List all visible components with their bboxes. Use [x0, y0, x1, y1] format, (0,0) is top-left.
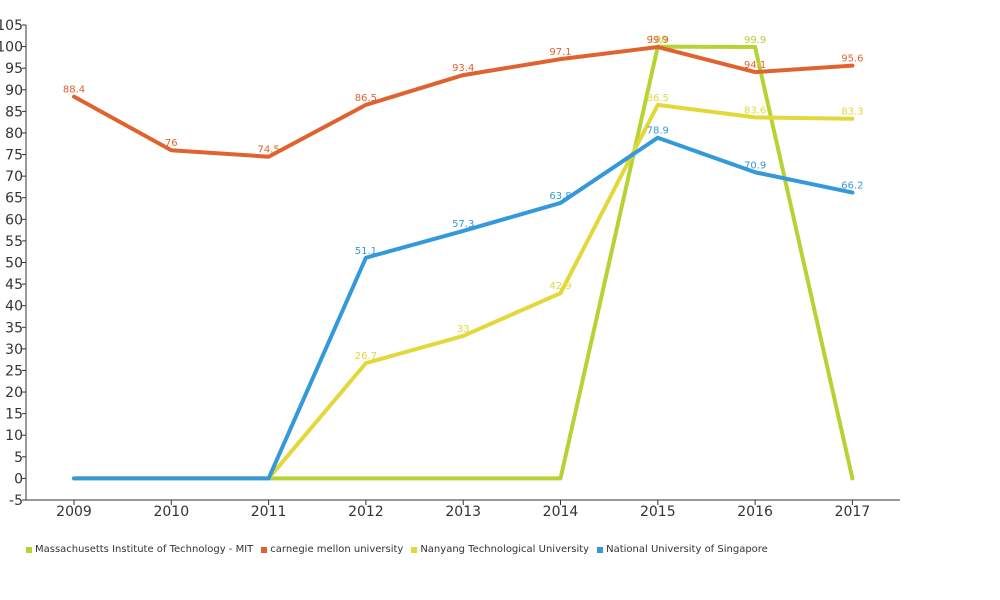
x-tick-label: 2009: [56, 504, 92, 520]
y-tick-label: 30: [5, 342, 23, 358]
legend-label: carnegie mellon university: [270, 544, 404, 555]
y-tick-label: 10: [5, 428, 23, 444]
legend-label: Nanyang Technological University: [420, 544, 590, 555]
data-labels: 100 99.988.47674.586.593.497.199.994.195.…: [63, 35, 864, 363]
data-label: 86.5: [647, 93, 669, 104]
data-label: 78.9: [647, 126, 669, 137]
chart-axes: -5 0 5 10 15 20 25 30 35 40 45 50 55 60 65 70 75 80 85 90 95…: [0, 18, 900, 520]
y-tick-label: 65: [5, 191, 23, 207]
y-tick-label: 20: [5, 385, 23, 401]
data-label: 88.4: [63, 85, 85, 96]
y-tick-label: 90: [5, 83, 23, 99]
series-line: [72, 45, 855, 159]
chart-legend: Massachusetts Institute of Technology - …: [26, 544, 768, 555]
legend-item: carnegie mellon university: [261, 544, 403, 555]
legend-swatch: [597, 546, 604, 553]
y-tick-label: 50: [5, 256, 23, 272]
data-label: 86.5: [355, 93, 377, 104]
data-label: 97.1: [549, 47, 571, 58]
legend-swatch: [26, 546, 32, 553]
data-label: 100: [648, 35, 667, 46]
y-tick-label: 40: [5, 299, 23, 315]
y-tick-label: 55: [5, 234, 23, 250]
x-tick-label: 2010: [153, 504, 189, 520]
data-label: 66.2: [841, 181, 863, 192]
series-lines: [72, 44, 855, 481]
legend-swatch: [411, 546, 418, 553]
series-line: [72, 135, 855, 481]
y-tick-label: 75: [5, 148, 23, 164]
x-tick-label: 2016: [737, 504, 773, 520]
y-tick-label: 70: [5, 169, 23, 185]
legend-item: Massachusetts Institute of Technology - …: [26, 544, 253, 555]
data-label: 76: [165, 138, 178, 149]
y-tick-label: 95: [5, 61, 23, 77]
series-line: [72, 44, 855, 481]
data-label: 63.8: [549, 191, 571, 202]
y-tick-label: 45: [5, 277, 23, 293]
legend-item: Nanyang Technological University: [411, 544, 589, 555]
data-label: 94.1: [744, 60, 766, 71]
legend-swatch: [261, 546, 268, 553]
y-tick-label: 25: [5, 363, 23, 379]
y-tick-label: 5: [14, 450, 23, 466]
y-tick-label: 80: [5, 126, 23, 142]
data-label: 99.9: [744, 35, 766, 46]
legend-item: National University of Singapore: [597, 544, 768, 555]
legend-label: Massachusetts Institute of Technology - …: [35, 544, 254, 555]
x-tick-label: 2011: [251, 504, 287, 520]
x-tick-label: 2013: [445, 504, 481, 520]
x-tick-label: 2015: [640, 504, 676, 520]
data-label: 95.6: [841, 54, 863, 65]
data-label: 99.9: [647, 35, 669, 46]
legend-label: National University of Singapore: [606, 544, 768, 555]
data-label: 57.3: [452, 219, 474, 230]
data-label: 83.6: [744, 105, 766, 116]
data-label: 26.7: [355, 351, 377, 362]
series-line: [72, 102, 855, 481]
data-label: 33: [457, 324, 470, 335]
y-tick-label: 105: [0, 18, 23, 34]
y-tick-label: 85: [5, 104, 23, 120]
x-tick-label: 2017: [835, 504, 871, 520]
x-tick-label: 2012: [348, 504, 384, 520]
data-label: 42.9: [549, 281, 571, 292]
y-tick-label: 15: [5, 407, 23, 423]
data-label: 83.3: [841, 107, 863, 118]
data-label: 70.9: [744, 160, 766, 171]
data-label: 93.4: [452, 63, 474, 74]
x-tick-label: 2014: [543, 504, 579, 520]
y-tick-label: 100: [0, 40, 23, 56]
y-tick-label: 0: [14, 471, 23, 487]
data-label: 74.5: [257, 145, 279, 156]
y-tick-label: 35: [5, 320, 23, 336]
data-label: 51.1: [355, 246, 377, 257]
y-tick-label: 60: [5, 212, 23, 228]
y-tick-label: -5: [9, 493, 23, 509]
